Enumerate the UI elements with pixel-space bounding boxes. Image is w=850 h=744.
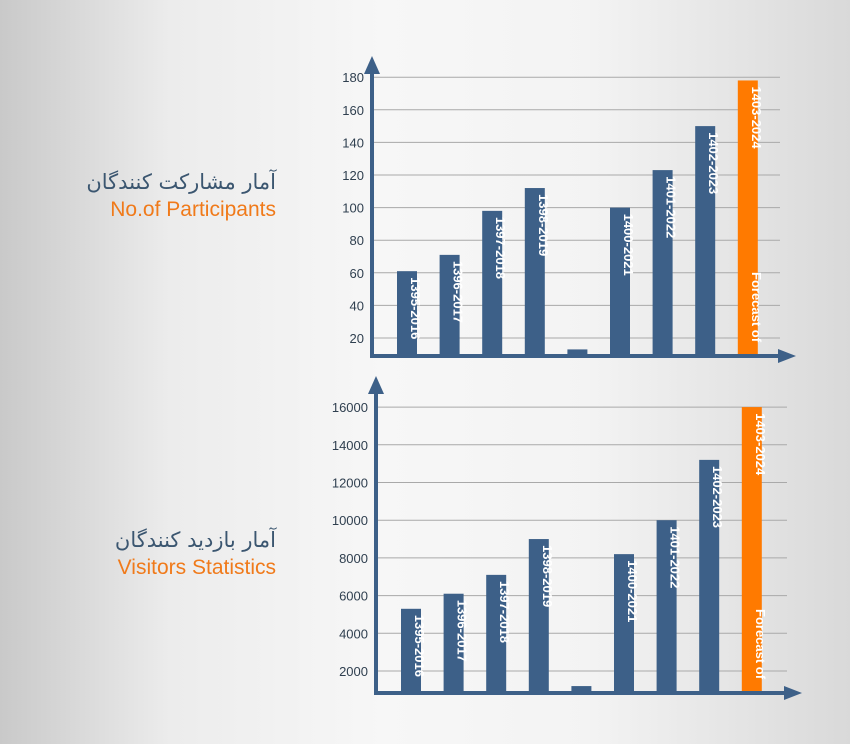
participants-title-en: No.of Participants bbox=[110, 198, 276, 221]
y-tick-label: 2000 bbox=[339, 664, 368, 679]
y-tick-label: 6000 bbox=[339, 589, 368, 604]
bar bbox=[652, 170, 673, 356]
bar-label: 1396-2017 bbox=[455, 600, 470, 662]
bar-label: 1402-2023 bbox=[706, 132, 721, 194]
y-tick-label: 60 bbox=[350, 266, 364, 281]
y-tick-label: 140 bbox=[342, 135, 364, 150]
visitors-title-fa: آمار بازدید کنندگان bbox=[114, 528, 276, 552]
y-tick-label: 16000 bbox=[332, 400, 368, 415]
bar-label: 1402-2023 bbox=[710, 466, 725, 528]
bar-label: 1401-2022 bbox=[664, 176, 679, 238]
bar bbox=[571, 686, 592, 693]
bar bbox=[528, 539, 549, 693]
bar-label: 1395-2016 bbox=[412, 615, 427, 677]
bar-label: 1397-2018 bbox=[497, 581, 512, 643]
bar-label: 1397-2018 bbox=[493, 217, 508, 279]
y-tick-label: 80 bbox=[350, 233, 364, 248]
participants-caption: آمار مشارکت کنندگان No.of Participants bbox=[86, 170, 276, 222]
bar bbox=[524, 188, 545, 356]
bar-label: 1401-2022 bbox=[668, 526, 683, 588]
bar-label: 1400-2021 bbox=[621, 214, 636, 276]
visitors-caption: آمار بازدید کنندگان Visitors Statistics bbox=[115, 528, 276, 580]
bar bbox=[443, 593, 464, 693]
bar-label: 1398-2019 bbox=[536, 194, 551, 256]
bar-label: 1395-2016 bbox=[408, 277, 423, 339]
forecast-label: Forecast of bbox=[753, 609, 768, 680]
bar bbox=[614, 554, 634, 693]
x-axis-arrow bbox=[778, 349, 796, 363]
y-tick-label: 10000 bbox=[332, 513, 368, 528]
y-tick-label: 40 bbox=[350, 298, 364, 313]
bar bbox=[567, 349, 588, 356]
visitors-title-en: Visitors Statistics bbox=[117, 556, 276, 579]
y-tick-label: 20 bbox=[350, 331, 364, 346]
y-tick-label: 8000 bbox=[339, 551, 368, 566]
y-axis-arrow bbox=[364, 56, 380, 74]
forecast-label: Forecast of bbox=[749, 272, 764, 343]
chart-1: 20 40 60 80 100 120 140 160 180 1395-2016 1396-201… bbox=[342, 56, 796, 363]
bar bbox=[610, 207, 630, 356]
bar bbox=[695, 126, 716, 356]
y-tick-label: 4000 bbox=[339, 626, 368, 641]
forecast-bar bbox=[741, 407, 762, 693]
x-axis-arrow bbox=[784, 686, 802, 700]
bar bbox=[401, 608, 421, 693]
y-tick-label: 12000 bbox=[332, 476, 368, 491]
bar-label: 1403-2024 bbox=[753, 413, 768, 476]
bar bbox=[486, 574, 507, 693]
y-tick-label: 120 bbox=[342, 168, 364, 183]
bar-label: 1396-2017 bbox=[451, 261, 466, 323]
participants-title-fa: آمار مشارکت کنندگان bbox=[86, 170, 276, 194]
bar bbox=[439, 254, 460, 356]
y-axis-arrow bbox=[368, 376, 384, 394]
y-tick-label: 180 bbox=[342, 70, 364, 85]
bar-label: 1400-2021 bbox=[625, 560, 640, 622]
y-tick-label: 160 bbox=[342, 103, 364, 118]
bar bbox=[656, 520, 677, 693]
bar-label: 1398-2019 bbox=[540, 545, 555, 607]
chart-2: 2000 4000 6000 8000 10000 12000 14000 16000 1395… bbox=[332, 376, 802, 700]
bar bbox=[482, 210, 503, 356]
bar bbox=[699, 459, 720, 693]
bar-label: 1403-2024 bbox=[749, 86, 764, 149]
y-tick-label: 100 bbox=[342, 201, 364, 216]
forecast-bar bbox=[737, 80, 758, 357]
bar bbox=[397, 271, 417, 356]
y-tick-label: 14000 bbox=[332, 438, 368, 453]
